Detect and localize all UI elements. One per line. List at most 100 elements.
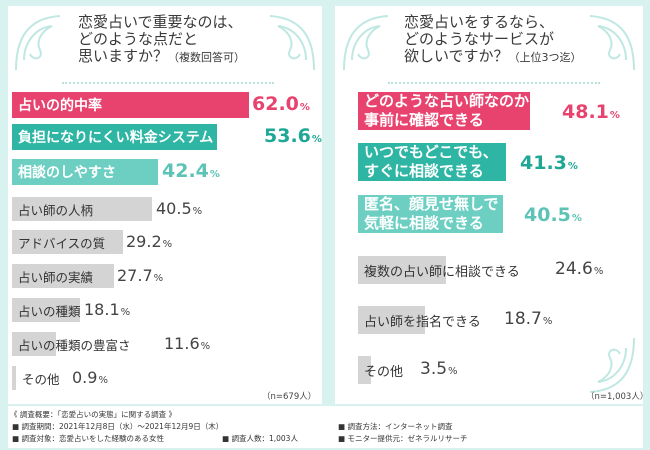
left-bar-2: 相談のしやすさ: [12, 159, 158, 185]
left-pct-2: 42.4%: [162, 160, 220, 182]
left-pct-value-5: 27.7: [117, 266, 153, 285]
left-pct-unit-2: %: [209, 169, 220, 180]
left-pct-4: 29.2%: [126, 232, 172, 251]
left-pct-value-1: 53.6: [264, 125, 311, 147]
footer-target: ■ 調査対象：恋愛占いをした経験のある女性: [12, 434, 164, 443]
right-bar-label-2-line2: 気軽に相談できる: [364, 214, 484, 232]
flourish-ornament-left: [15, 15, 61, 71]
right-pct-4: 18.7%: [504, 309, 552, 329]
right-pct-value-1: 41.3: [520, 152, 567, 174]
left-pct-unit-8: %: [98, 375, 108, 386]
right-pct-value-2: 40.5: [524, 204, 571, 226]
left-pct-6: 18.1%: [84, 300, 130, 319]
right-title-line2: どのようなサービスが: [404, 30, 555, 48]
left-pct-value-3: 40.5: [156, 199, 192, 218]
left-pct-value-6: 18.1: [84, 300, 120, 319]
left-pct-value-2: 42.4: [162, 160, 209, 182]
left-title-line3-wrap: 思いますか？（複数回答可）: [78, 48, 245, 66]
left-title-line1: 恋愛占いで重要なのは、: [78, 13, 243, 31]
right-bar-label-0-line1: どのような占い師なのか: [364, 92, 530, 110]
right-title-note: （上位3つ迄）: [508, 51, 582, 64]
right-bar-label-1-line1: いつでもどこでも、: [364, 143, 498, 161]
right-title-line3: 欲しいですか？: [404, 47, 509, 65]
left-bar-label-2: 相談のしやすさ: [18, 165, 116, 181]
right-title-divider: [388, 82, 600, 84]
right-pct-unit-1: %: [567, 161, 578, 172]
left-bar-0: 占いの的中率: [12, 92, 249, 118]
left-bar-label-5: 占い師の実績: [18, 269, 94, 285]
right-bar-label-0: どのような占い師なのか 事前に確認できる: [364, 92, 529, 130]
left-pct-unit-3: %: [192, 206, 203, 217]
left-pct-unit-0: %: [299, 102, 310, 113]
right-pct-5: 3.5%: [420, 359, 458, 379]
right-pct-value-3: 24.6: [555, 259, 593, 279]
right-pct-2: 40.5%: [524, 204, 582, 226]
left-pct-3: 40.5%: [156, 199, 202, 218]
right-pct-unit-3: %: [593, 266, 604, 277]
right-pct-value-5: 3.5: [420, 359, 448, 379]
right-bar-3: 複数の占い師に相談できる: [358, 256, 520, 284]
flourish-ornament-right-bottom: [589, 337, 635, 393]
right-title-line1: 恋愛占いをするなら、: [404, 13, 555, 31]
footer-count: ■ 調査人数：1,003人: [222, 434, 298, 443]
right-bar-2: 匿名、顔見せ無しで 気軽に相談できる: [358, 195, 503, 233]
left-pct-8: 0.9%: [72, 368, 108, 387]
right-pct-0: 48.1%: [562, 101, 620, 123]
left-bar-label-3: 占い師の人柄: [18, 202, 94, 218]
right-bar-1: いつでもどこでも、 すぐに相談できる: [358, 143, 506, 181]
left-title-divider: [62, 82, 274, 84]
footer-heading: 《 調査概要：「恋愛占いの実態」に関する調査 》: [10, 410, 177, 419]
left-pct-unit-7: %: [200, 341, 211, 352]
flourish-ornament-right-top-left: [343, 15, 389, 71]
left-title-note: （複数回答可）: [168, 51, 246, 64]
left-bar-label-1: 負担になりにくい料金システム: [18, 130, 214, 146]
right-bar-label-2-line1: 匿名、顔見せ無しで: [364, 195, 499, 213]
left-pct-unit-4: %: [162, 239, 173, 250]
flourish-ornament-left-top-right: [269, 15, 315, 71]
right-bar-label-5: その他: [364, 364, 404, 380]
right-bar-label-1: いつでもどこでも、 すぐに相談できる: [364, 143, 498, 181]
left-bar-label-4: アドバイスの質: [18, 235, 106, 251]
footer-method: ■ 調査方法：インターネット調査: [338, 422, 453, 431]
left-pct-0: 62.0%: [252, 93, 310, 115]
left-pct-value-4: 29.2: [126, 232, 162, 251]
left-bar-4: アドバイスの質: [12, 230, 123, 254]
left-pct-value-0: 62.0: [252, 93, 299, 115]
right-pct-1: 41.3%: [520, 152, 578, 174]
right-pct-value-4: 18.7: [504, 309, 542, 329]
left-bar-5: 占い師の実績: [12, 264, 114, 288]
left-pct-5: 27.7%: [117, 266, 163, 285]
left-chart-title: 恋愛占いで重要なのは、 どのような点だと 思いますか？（複数回答可）: [78, 14, 245, 66]
flourish-ornament-right: [589, 15, 635, 71]
left-pct-value-8: 0.9: [72, 368, 98, 387]
right-chart-title: 恋愛占いをするなら、 どのようなサービスが 欲しいですか？（上位3つ迄）: [404, 14, 582, 66]
left-pct-unit-5: %: [153, 273, 164, 284]
left-bar-label-8: その他: [22, 371, 60, 387]
footer-panel: [8, 406, 643, 448]
right-bar-5: その他: [358, 356, 403, 384]
right-bar-0: どのような占い師なのか 事前に確認できる: [358, 92, 530, 130]
right-bar-label-2: 匿名、顔見せ無しで 気軽に相談できる: [364, 195, 499, 233]
left-title-line3: 思いますか？: [78, 47, 169, 65]
left-bar-6: 占いの種類: [12, 298, 81, 322]
right-bar-label-3: 複数の占い師に相談できる: [364, 264, 520, 280]
footer-period: ■ 調査期間：2021年12月8日（水）〜2021年12月9日（木）: [12, 422, 224, 431]
right-bar-label-0-line2: 事前に確認できる: [364, 111, 484, 129]
left-bar-label-6: 占いの種類: [18, 303, 81, 319]
right-pct-unit-2: %: [571, 213, 582, 224]
left-pct-7: 11.6%: [164, 334, 210, 353]
right-pct-value-0: 48.1: [562, 101, 609, 123]
left-bar-7: 占いの種類の豊富さ: [12, 332, 131, 356]
right-sample-size: （n=1,003人）: [586, 392, 649, 402]
left-pct-unit-1: %: [311, 134, 322, 145]
right-pct-unit-5: %: [448, 366, 458, 377]
footer-provider: ■ モニター提供元：ゼネラルリサーチ: [338, 434, 468, 443]
right-title-line3-wrap: 欲しいですか？（上位3つ迄）: [404, 48, 582, 66]
left-pct-1: 53.6%: [264, 125, 322, 147]
right-bar-label-4: 占い師を指名できる: [364, 314, 481, 330]
right-bar-4: 占い師を指名できる: [358, 306, 481, 334]
left-bar-1: 負担になりにくい料金システム: [12, 124, 217, 150]
left-title-line2: どのような点だと: [78, 30, 199, 48]
left-bar-label-0: 占いの的中率: [18, 98, 102, 114]
right-bar-label-1-line2: すぐに相談できる: [364, 162, 484, 180]
